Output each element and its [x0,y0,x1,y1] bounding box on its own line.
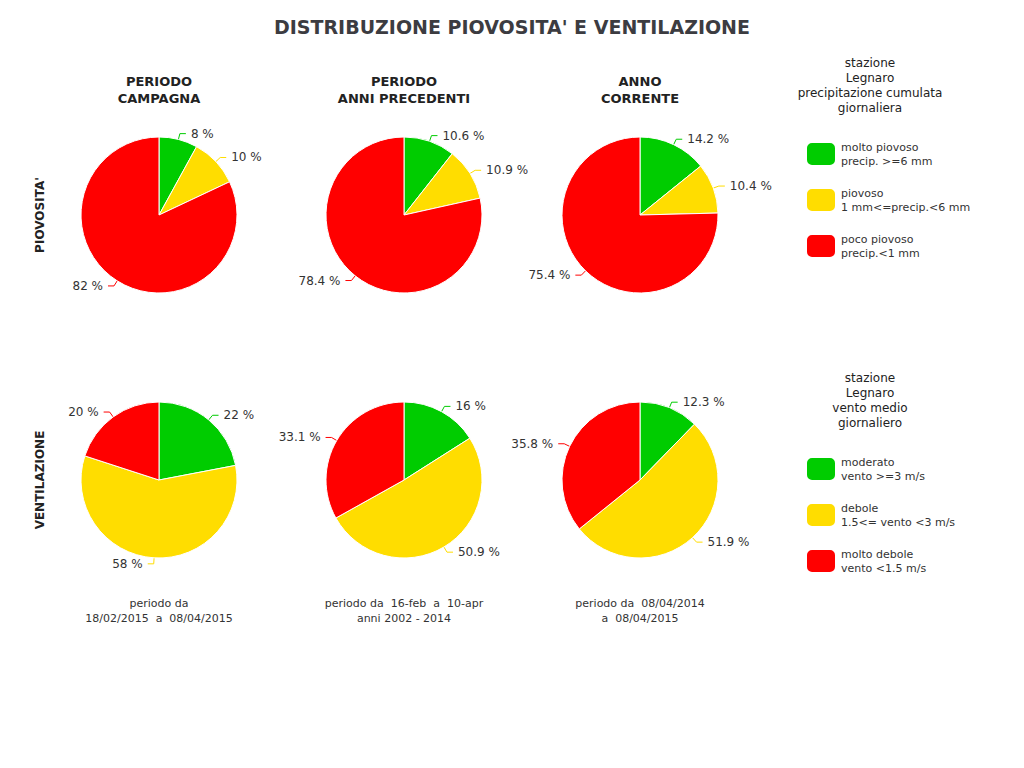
svg-text:vento <1.5 m/s: vento <1.5 m/s [841,562,926,575]
svg-text:precipitazione cumulata: precipitazione cumulata [798,86,943,100]
svg-text:PIOVOSITA': PIOVOSITA' [33,177,47,253]
svg-text:precip.<1 mm: precip.<1 mm [841,247,920,260]
svg-text:10.9 %: 10.9 % [486,163,528,177]
svg-text:10 %: 10 % [231,150,262,164]
svg-text:periodo da 08/04/2014: periodo da 08/04/2014 [575,597,704,610]
svg-text:debole: debole [841,502,879,515]
svg-text:22 %: 22 % [224,408,255,422]
svg-text:Legnaro: Legnaro [846,386,894,400]
svg-text:16 %: 16 % [455,399,486,413]
svg-text:ANNO: ANNO [619,74,662,89]
svg-text:giornaliera: giornaliera [838,101,902,115]
svg-text:precip. >=6 mm: precip. >=6 mm [841,155,932,168]
svg-text:PERIODO: PERIODO [126,74,192,89]
svg-text:75.4 %: 75.4 % [528,268,570,282]
svg-text:DISTRIBUZIONE PIOVOSITA' E VEN: DISTRIBUZIONE PIOVOSITA' E VENTILAZIONE [274,16,750,38]
svg-text:VENTILAZIONE: VENTILAZIONE [33,431,47,530]
svg-text:50.9 %: 50.9 % [458,545,500,559]
svg-text:poco piovoso: poco piovoso [841,233,914,246]
svg-text:12.3 %: 12.3 % [683,395,725,409]
svg-text:stazione: stazione [845,371,895,385]
svg-text:10.4 %: 10.4 % [730,179,772,193]
svg-text:82 %: 82 % [72,279,103,293]
svg-text:1 mm<=precip.<6 mm: 1 mm<=precip.<6 mm [841,201,970,214]
svg-text:vento medio: vento medio [832,401,907,415]
svg-text:periodo da: periodo da [130,597,189,610]
svg-text:stazione: stazione [845,56,895,70]
svg-text:periodo da 16-feb a 10-apr: periodo da 16-feb a 10-apr [325,597,484,610]
svg-text:moderato: moderato [841,456,895,469]
svg-text:vento >=3 m/s: vento >=3 m/s [841,470,925,483]
svg-text:14.2 %: 14.2 % [687,132,729,146]
svg-text:78.4 %: 78.4 % [298,274,340,288]
svg-text:33.1 %: 33.1 % [279,430,321,444]
svg-text:35.8 %: 35.8 % [511,437,553,451]
svg-text:CORRENTE: CORRENTE [601,91,679,106]
svg-text:a 08/04/2015: a 08/04/2015 [601,612,678,625]
svg-text:piovoso: piovoso [841,187,884,200]
svg-text:10.6 %: 10.6 % [442,129,484,143]
svg-text:ANNI PRECEDENTI: ANNI PRECEDENTI [338,91,470,106]
svg-text:20 %: 20 % [68,405,99,419]
svg-text:giornaliero: giornaliero [838,416,902,430]
svg-text:8 %: 8 % [191,127,214,141]
svg-text:molto debole: molto debole [841,548,914,561]
svg-text:58 %: 58 % [112,557,143,571]
svg-text:molto piovoso: molto piovoso [841,141,919,154]
svg-text:PERIODO: PERIODO [371,74,437,89]
svg-text:51.9 %: 51.9 % [708,535,750,549]
svg-text:18/02/2015 a 08/04/2015: 18/02/2015 a 08/04/2015 [85,612,233,625]
svg-text:anni 2002 - 2014: anni 2002 - 2014 [357,612,451,625]
svg-text:1.5<= vento <3 m/s: 1.5<= vento <3 m/s [841,516,955,529]
svg-text:CAMPAGNA: CAMPAGNA [118,91,201,106]
svg-text:Legnaro: Legnaro [846,71,894,85]
